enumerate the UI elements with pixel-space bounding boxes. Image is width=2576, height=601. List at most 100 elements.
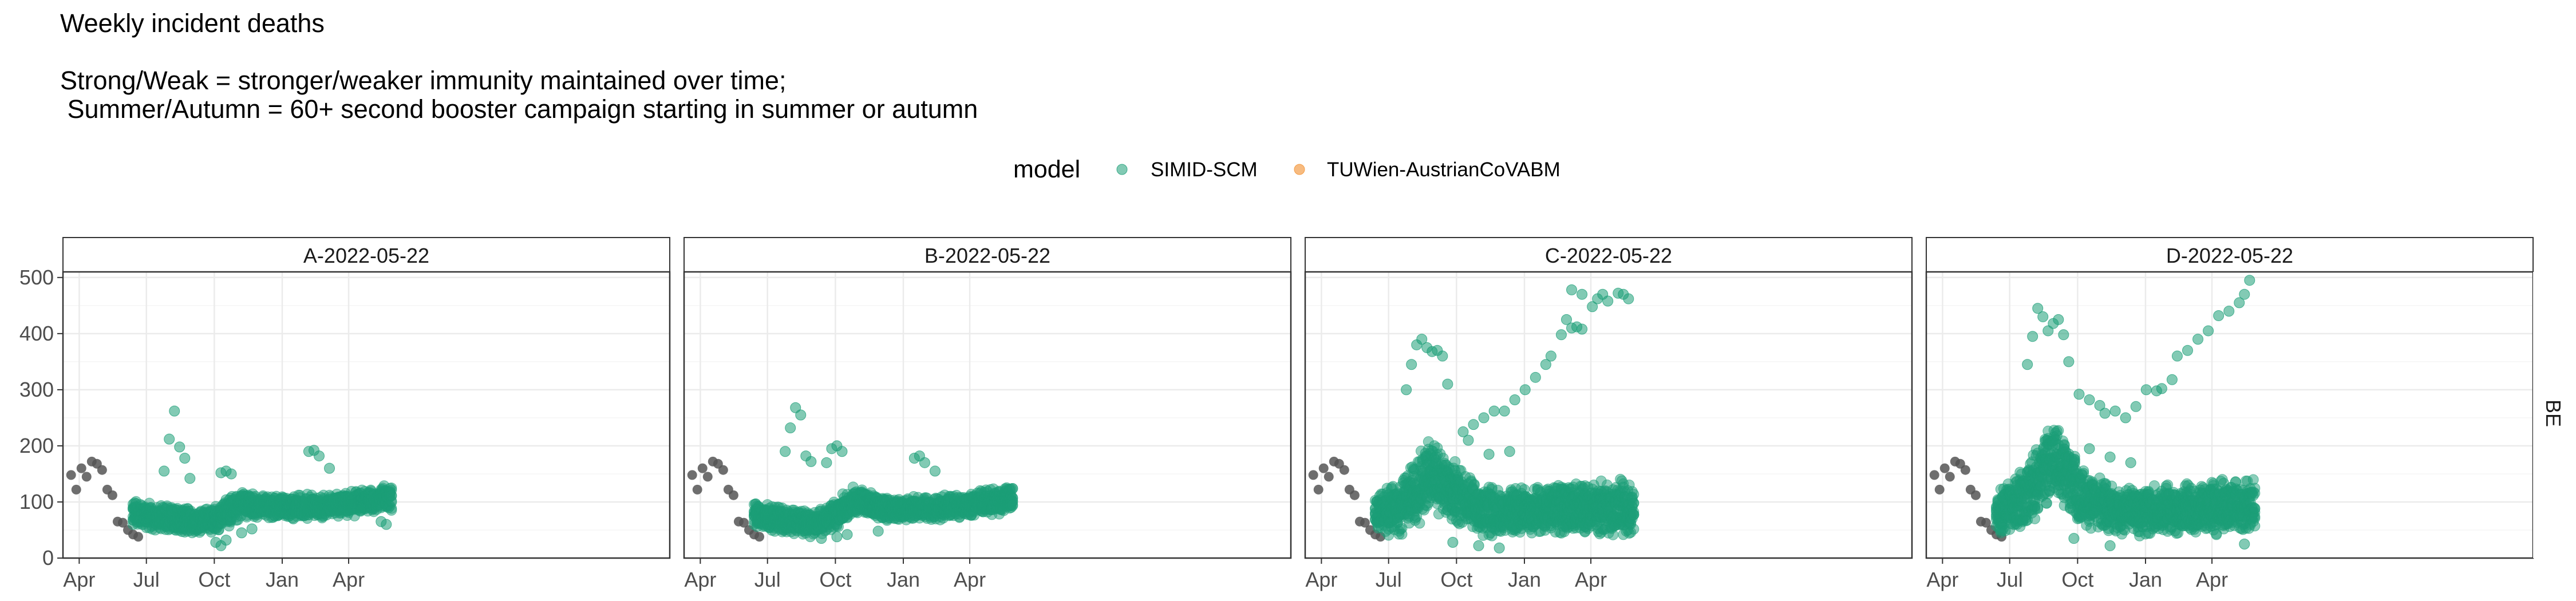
simulated-point [226, 468, 237, 480]
simulated-point [1401, 384, 1412, 396]
x-tick-label: Apr [684, 568, 716, 591]
simulated-point [287, 513, 299, 524]
observed-point [97, 465, 107, 475]
simulated-point [1414, 517, 1425, 529]
observed-point [1970, 490, 1981, 500]
observed-point [718, 465, 728, 475]
legend-key-simid [1116, 164, 1128, 175]
simulated-point [1628, 523, 1639, 535]
simulated-point [836, 446, 848, 457]
simulated-point [1504, 446, 1515, 457]
x-tick-label: Oct [1440, 568, 1472, 591]
simulated-point [816, 533, 827, 544]
simulated-point [169, 405, 180, 417]
x-tick-label: Jan [1508, 568, 1541, 591]
y-tick-label: 0 [42, 546, 54, 570]
simulated-point [184, 473, 196, 484]
simulated-point [1473, 540, 1484, 551]
observed-point [702, 472, 713, 482]
x-tick-label: Jan [887, 568, 920, 591]
simulated-point [386, 504, 397, 516]
observed-point [692, 484, 702, 495]
simulated-point [795, 409, 807, 421]
simulated-point [2041, 497, 2052, 509]
y-tick-label: 500 [19, 266, 54, 289]
legend-title: model [1013, 156, 1080, 183]
simulated-point [313, 450, 325, 462]
simulated-point [1468, 479, 1480, 490]
facet-title: B-2022-05-22 [924, 244, 1050, 267]
simulated-point [919, 457, 930, 468]
simulated-point [179, 452, 191, 464]
x-tick-label: Apr [954, 568, 986, 591]
chart-title: Weekly incident deaths [60, 9, 325, 38]
simulated-point [1478, 412, 1490, 424]
observed-point [1945, 472, 1955, 482]
simulated-point [2053, 425, 2064, 436]
observed-point [117, 517, 128, 528]
observed-point [81, 472, 92, 482]
x-tick-label: Jul [133, 568, 160, 591]
x-tick-label: Jul [754, 568, 781, 591]
simulated-point [2078, 465, 2089, 477]
simulated-point [1577, 288, 1588, 300]
observed-point [728, 490, 738, 500]
simulated-point [785, 422, 796, 434]
x-tick-label: Apr [333, 568, 365, 591]
simulated-point [1447, 537, 1459, 548]
observed-point [697, 463, 708, 473]
y-tick-label: 200 [19, 434, 54, 457]
facet-title: D-2022-05-22 [2166, 244, 2293, 267]
facet-title: C-2022-05-22 [1545, 244, 1672, 267]
simulated-point [1463, 434, 1474, 446]
legend-key-tuwien [1294, 164, 1305, 175]
simulated-point [1577, 323, 1588, 335]
simulated-point [929, 465, 941, 477]
facet-panel: B-2022-05-22 Apr Jul Oct Jan Apr [683, 237, 1292, 591]
x-tick-label: Oct [819, 568, 851, 591]
observed-point [1929, 470, 1939, 480]
simulated-point [805, 456, 817, 467]
simulated-point [831, 531, 843, 543]
facet-strip [62, 237, 670, 272]
simulated-point [2032, 503, 2044, 515]
chart-subtitle-line2: Summer/Autumn = 60+ second booster campa… [60, 94, 978, 124]
simulated-point [1566, 284, 1578, 295]
x-tick-label: Oct [198, 568, 230, 591]
observed-point [1318, 463, 1329, 473]
observed-point [107, 490, 117, 500]
simulated-point [1499, 405, 1510, 417]
data-points [66, 405, 397, 551]
observed-point [71, 484, 81, 495]
x-tick-label: Apr [1575, 568, 1607, 591]
simulated-point [174, 441, 185, 453]
simulated-point [1007, 483, 1018, 495]
simulated-point [872, 525, 884, 537]
simulated-point [220, 535, 232, 546]
simulated-point [1602, 295, 1614, 307]
observed-point [1934, 484, 1945, 495]
simulated-point [1007, 499, 1018, 511]
observed-point [687, 470, 697, 480]
observed-point [1339, 465, 1349, 475]
simulated-point [1545, 350, 1556, 362]
simulated-point [1442, 378, 1453, 390]
simulated-point [1519, 384, 1531, 396]
simulated-point [159, 465, 170, 477]
simulated-point [1437, 350, 1448, 362]
observed-point [1323, 472, 1334, 482]
x-tick-label: Jan [266, 568, 299, 591]
simulated-point [1623, 293, 1634, 305]
chart-subtitle-line1: Strong/Weak = stronger/weaker immunity m… [60, 66, 787, 95]
x-tick-label: Jul [1376, 568, 1402, 591]
simulated-point [1628, 507, 1639, 518]
simulated-point [164, 433, 175, 445]
simulated-point [381, 519, 392, 530]
observed-point [1308, 470, 1318, 480]
y-tick-label: 300 [19, 378, 54, 401]
legend-label-tuwien: TUWien-AustrianCoVABM [1327, 159, 1560, 181]
y-tick-label: 100 [19, 490, 54, 513]
legend-label-simid: SIMID-SCM [1151, 159, 1258, 181]
